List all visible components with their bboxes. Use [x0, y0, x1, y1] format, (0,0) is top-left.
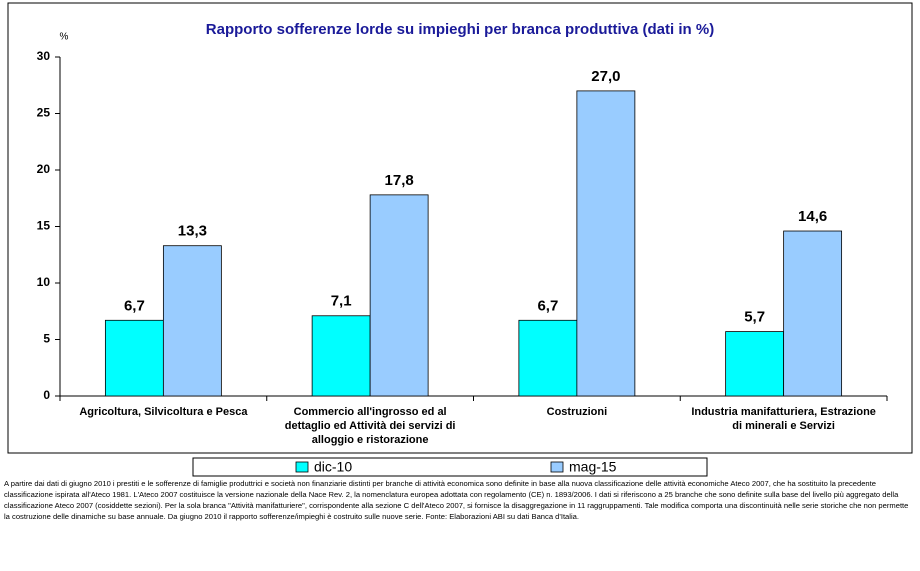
- y-tick-label: 0: [43, 388, 50, 402]
- value-label: 6,7: [537, 297, 558, 314]
- value-label: 13,3: [178, 223, 207, 240]
- y-tick-label: 10: [37, 275, 51, 289]
- bar: [369, 194, 429, 397]
- y-unit: %: [60, 32, 69, 43]
- bar: [162, 245, 222, 397]
- y-tick-label: 15: [37, 219, 51, 233]
- value-label: 14,6: [798, 208, 827, 225]
- chart-frame: [7, 2, 913, 454]
- y-tick-label: 20: [37, 162, 51, 176]
- x-tick-label: Agricoltura, Silvicoltura e Pesca: [79, 406, 248, 418]
- value-label: 6,7: [124, 297, 145, 314]
- x-tick-label: Costruzioni: [546, 406, 608, 418]
- bar: [576, 90, 636, 397]
- legend-box: [192, 457, 708, 477]
- bar: [725, 331, 785, 397]
- bar: [311, 315, 371, 397]
- legend-label: mag-15: [569, 459, 617, 475]
- bar: [783, 230, 843, 397]
- legend-swatch: [295, 461, 309, 473]
- bar: [104, 319, 164, 397]
- value-label: 7,1: [331, 293, 352, 310]
- value-label: 27,0: [591, 68, 620, 85]
- y-tick-label: 30: [37, 49, 51, 63]
- legend-swatch: [550, 461, 564, 473]
- bar: [518, 319, 578, 397]
- x-tick-label: Commercio all'ingrosso ed al dettaglio e…: [284, 406, 456, 446]
- y-tick-label: 5: [43, 332, 50, 346]
- legend-label: dic-10: [314, 459, 352, 475]
- chart-title: Rapporto sofferenze lorde su impieghi pe…: [206, 21, 714, 38]
- x-tick-label: Industria manifatturiera, Estrazione di …: [691, 406, 876, 432]
- value-label: 5,7: [744, 309, 765, 326]
- y-tick-label: 25: [37, 106, 51, 120]
- footnote: A partire dai dati di giugno 2010 i pres…: [4, 479, 909, 521]
- value-label: 17,8: [385, 172, 414, 189]
